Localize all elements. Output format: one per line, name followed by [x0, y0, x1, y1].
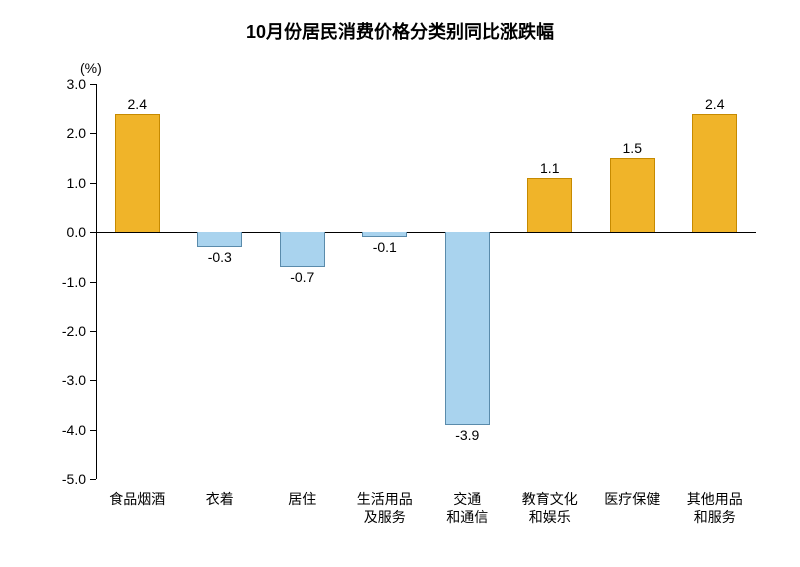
- y-tick: [90, 282, 96, 283]
- chart-title: 10月份居民消费价格分类别同比涨跌幅: [0, 18, 800, 44]
- y-tick: [90, 183, 96, 184]
- y-tick-label: 3.0: [46, 76, 86, 92]
- y-tick: [90, 380, 96, 381]
- x-category-label: 教育文化 和娱乐: [522, 491, 578, 526]
- y-tick-label: -4.0: [46, 422, 86, 438]
- bar-value-label: 1.1: [540, 160, 559, 176]
- plot-area: [96, 84, 756, 479]
- y-tick-label: -5.0: [46, 471, 86, 487]
- x-category-label: 医疗保健: [604, 491, 660, 509]
- y-tick-label: 1.0: [46, 175, 86, 191]
- bar-value-label: -0.3: [208, 249, 232, 265]
- bar-value-label: -3.9: [455, 427, 479, 443]
- y-axis: [96, 84, 97, 479]
- x-category-label: 食品烟酒: [109, 491, 165, 509]
- bar: [445, 232, 490, 425]
- y-tick: [90, 133, 96, 134]
- bar: [280, 232, 325, 267]
- bar-value-label: 2.4: [705, 96, 724, 112]
- x-category-label: 其他用品 和服务: [687, 491, 743, 526]
- y-tick-label: 0.0: [46, 224, 86, 240]
- bar: [610, 158, 655, 232]
- y-tick: [90, 84, 96, 85]
- bar-value-label: -0.7: [290, 269, 314, 285]
- y-tick-label: -2.0: [46, 323, 86, 339]
- y-tick-label: -1.0: [46, 274, 86, 290]
- chart-container: 10月份居民消费价格分类别同比涨跌幅 (%) 3.0 2.0 1.0 0.0 -1.0 -…: [0, 0, 800, 567]
- bar-value-label: 2.4: [128, 96, 147, 112]
- bar: [692, 114, 737, 233]
- x-axis-zero: [96, 232, 756, 233]
- x-category-label: 生活用品 及服务: [357, 491, 413, 526]
- x-category-label: 交通 和通信: [446, 491, 488, 526]
- y-tick: [90, 331, 96, 332]
- y-tick: [90, 430, 96, 431]
- bar-value-label: -0.1: [373, 239, 397, 255]
- bar: [527, 178, 572, 232]
- y-tick-label: -3.0: [46, 372, 86, 388]
- y-axis-unit: (%): [80, 60, 102, 76]
- x-category-label: 衣着: [206, 491, 234, 509]
- y-tick: [90, 232, 96, 233]
- bar-value-label: 1.5: [623, 140, 642, 156]
- y-tick: [90, 479, 96, 480]
- y-tick-label: 2.0: [46, 125, 86, 141]
- x-category-label: 居住: [288, 491, 316, 509]
- bar: [362, 232, 407, 237]
- bar: [115, 114, 160, 233]
- bar: [197, 232, 242, 247]
